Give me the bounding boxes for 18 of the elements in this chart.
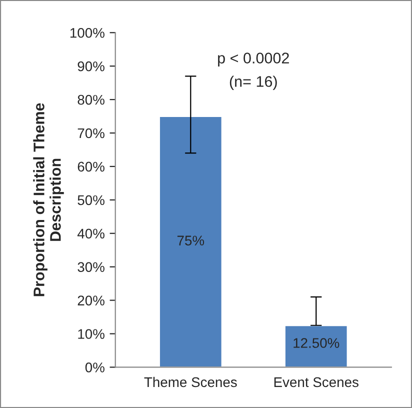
y-tick-label: 20% [78,296,104,306]
data-label: 75% [177,236,204,246]
data-label: 12.50% [294,338,340,348]
annotation: p < 0.0002 [218,52,289,67]
x-tick-label: Theme Scenes [144,376,237,388]
y-tick-label: 60% [78,162,104,172]
annotation: (n= 16) [230,76,277,90]
y-tick-label: 100% [70,28,104,38]
y-tick-label: 0% [85,362,104,372]
y-axis-title: Proportion of Initial Theme Description [33,103,64,296]
y-tick-label: 70% [78,128,104,138]
y-tick-label: 30% [78,262,104,272]
y-tick-label: 90% [78,61,104,72]
x-tick-label: Event Scenes [274,377,358,388]
y-tick-label: 10% [78,329,104,339]
y-tick-label: 50% [78,195,104,206]
y-tick-label: 80% [78,94,104,105]
y-tick-label: 40% [77,228,104,239]
